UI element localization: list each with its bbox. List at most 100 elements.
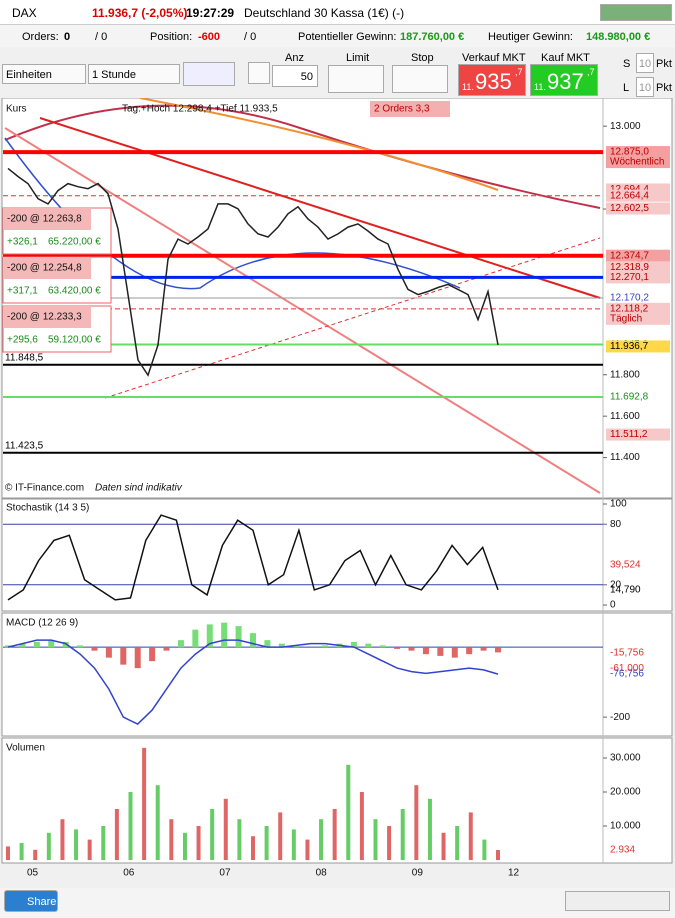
macd-bar — [437, 647, 444, 656]
interval: 1 Stunde — [92, 69, 137, 81]
macd-bar — [91, 647, 98, 651]
volume-bar — [60, 819, 65, 860]
level-label-bg — [606, 302, 670, 325]
macd-bar — [5, 645, 11, 648]
macd-bar — [394, 647, 401, 649]
macd-bar — [105, 647, 112, 658]
volume-bar — [251, 836, 255, 860]
volume-bar — [155, 785, 160, 860]
level-label: 11.423,5 — [5, 440, 44, 451]
macd-bar — [480, 647, 487, 651]
stoch-panel — [1, 498, 673, 612]
y-tick-label: 100 — [610, 499, 627, 510]
limit-label: Limit — [346, 52, 370, 64]
last-price: 11.936,7 (-2,05%) — [92, 6, 188, 20]
y-tick-label: 20 — [610, 579, 622, 590]
volume-bar — [114, 809, 119, 860]
level-label: 12.602,5 — [610, 203, 649, 214]
volume-bar — [482, 839, 487, 860]
volume-bar — [373, 819, 378, 860]
volume-bar — [128, 792, 133, 860]
sell-button[interactable]: 11. 935 ,7 — [458, 64, 526, 96]
limit-buttons[interactable] — [328, 65, 384, 93]
y-tick-label: 10.000 — [610, 821, 641, 832]
value-label: 14,790 — [610, 585, 641, 596]
anz-input[interactable]: 50 — [272, 65, 318, 87]
instrument-name: Deutschland 30 Kassa (1€) (-) — [244, 6, 405, 20]
macd-bar — [221, 622, 228, 648]
value-label: -61,000 — [610, 663, 644, 674]
y-tick-label: 11.800 — [610, 369, 640, 380]
volume-bar — [19, 843, 24, 860]
tool-button[interactable] — [248, 62, 270, 84]
x-tick-label: 05 — [27, 868, 39, 879]
ma-line — [139, 98, 499, 191]
panel-title: Stochastik (14 3 5) — [6, 503, 89, 514]
order-head — [3, 306, 91, 328]
stop-buttons[interactable] — [392, 65, 448, 93]
panel-info: Tag:+Hoch 12.298,4 +Tief 11.933,5 — [122, 104, 278, 115]
footer-note: Daten sind indikativ — [95, 483, 183, 494]
level-label-bg — [606, 292, 670, 305]
value-label: 39,524 — [610, 560, 641, 571]
macd-bar — [293, 645, 300, 648]
volume-bar — [237, 819, 242, 860]
volume-bar — [264, 826, 269, 860]
level-label: 12.170,2 — [610, 293, 649, 304]
l-unit: Pkt — [656, 82, 672, 94]
units: Einheiten — [6, 69, 52, 81]
macd-bar — [250, 633, 256, 648]
pot-label: Potentieller Gewinn: — [298, 31, 397, 43]
level-label: 12.664,4 — [610, 190, 649, 201]
volume-bar — [46, 832, 51, 860]
level-label-bg — [606, 146, 670, 169]
order-pnl: +326,1 — [7, 237, 38, 248]
level-note: Täglich — [610, 313, 642, 324]
volume-bar — [182, 832, 187, 860]
panel-title: MACD (12 26 9) — [6, 618, 78, 629]
macd-bar — [422, 647, 429, 655]
units-select[interactable]: Einheiten — [2, 64, 86, 84]
x-tick-label: 07 — [219, 868, 231, 879]
level-label: 11.848,5 — [5, 352, 44, 363]
volume-bar — [210, 809, 215, 860]
orders-count: 0 — [64, 31, 71, 43]
l-input[interactable]: 10 — [636, 77, 654, 97]
x-tick-label: 06 — [123, 868, 135, 879]
macd-bar — [206, 624, 213, 648]
window-buttons[interactable] — [600, 4, 672, 21]
sell-main: 935 — [475, 69, 512, 94]
zoom-controls[interactable] — [565, 891, 670, 911]
status-bar — [0, 25, 675, 47]
buy-button[interactable]: 11. 937 ,7 — [530, 64, 598, 96]
interval-select[interactable]: 1 Stunde — [88, 64, 180, 84]
order-label: -200 @ 12.233,3 — [7, 312, 82, 323]
macd-bar — [192, 629, 199, 648]
level-label-bg — [606, 202, 670, 215]
macd-bar — [149, 647, 156, 662]
macd-bar — [451, 647, 458, 658]
volume-bar — [427, 798, 432, 860]
level-label-bg — [606, 390, 670, 403]
today-gain: 148.980,00 € — [586, 31, 651, 43]
indicator-button[interactable] — [183, 62, 235, 86]
y-tick-label: 0 — [610, 600, 616, 611]
chart-area: Kurs Tag:+Hoch 12.298,4 +Tief 11.933,5 2 O… — [1, 98, 673, 879]
volume-bar — [496, 850, 500, 860]
share-button[interactable]: Share — [4, 890, 58, 912]
value-label: -76,756 — [610, 669, 644, 680]
volume-bar — [359, 792, 364, 860]
level-label: 12.270,1 — [610, 272, 649, 283]
volume-bar — [332, 809, 337, 860]
s-label: S — [623, 58, 631, 70]
order-head — [3, 257, 91, 279]
level-label: 12.875,0 — [610, 147, 649, 158]
level-label-bg — [606, 189, 670, 202]
volume-bar — [6, 846, 10, 860]
level-note: Wöchentlich — [610, 157, 664, 168]
macd-bar — [134, 647, 141, 669]
volume-bar — [468, 812, 473, 860]
order-head — [3, 208, 91, 230]
s-input[interactable]: 10 — [636, 53, 654, 73]
